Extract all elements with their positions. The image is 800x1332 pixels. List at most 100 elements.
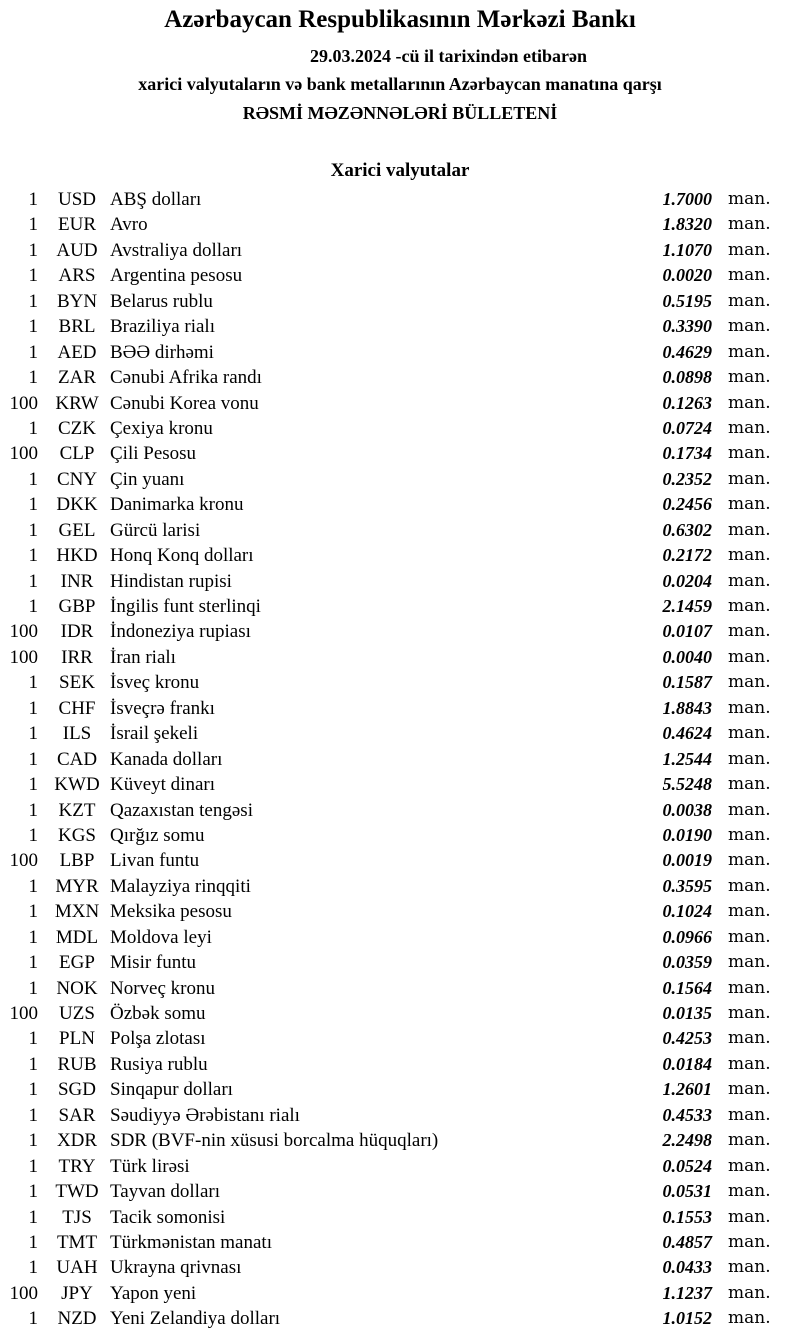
unit-label: man.	[728, 443, 771, 464]
quantity: 1	[28, 799, 39, 821]
currency-name: Moldova leyi	[110, 926, 212, 948]
unit-label: man.	[728, 774, 771, 795]
quantity: 1	[28, 1104, 39, 1126]
table-row: 1 TJS Tacik somonisi 0.1553 man.	[0, 1205, 800, 1230]
currency-name: İsveç kronu	[110, 672, 200, 694]
rate-value: 0.0020	[662, 265, 713, 286]
currency-code: JPY	[61, 1282, 93, 1304]
rate-value: 0.0359	[662, 952, 713, 973]
unit-label: man.	[728, 901, 771, 922]
unit-label: man.	[728, 1003, 771, 1023]
currency-code: GEL	[58, 519, 96, 541]
table-row: 1 MYR Malayziya rinqqiti 0.3595 man.	[0, 874, 800, 899]
currency-code: PLN	[59, 1028, 95, 1050]
currency-name: İndoneziya rupiası	[110, 621, 251, 643]
currency-code: BYN	[56, 290, 98, 312]
currency-name: Livan funtu	[110, 850, 200, 872]
unit-label: man.	[728, 1053, 771, 1074]
currency-name: Honq Konq dolları	[110, 545, 254, 567]
table-row: 1 ILS İsrail şekeli 0.4624 man.	[0, 721, 800, 746]
rate-value: 1.8320	[662, 214, 713, 235]
quantity: 1	[28, 1028, 39, 1050]
currency-name: Argentina pesosu	[110, 265, 243, 287]
quantity: 1	[28, 926, 39, 948]
rate-value: 0.2456	[662, 494, 713, 515]
quantity: 1	[28, 672, 39, 694]
quantity: 1	[28, 316, 39, 338]
table-row: 100 UZS Özbək somu 0.0135 man.	[0, 1001, 800, 1026]
table-row: 1 CAD Kanada dolları 1.2544 man.	[0, 747, 800, 772]
rate-value: 1.0152	[662, 1308, 713, 1329]
table-row: 1 NOK Norveç kronu 0.1564 man.	[0, 976, 800, 1001]
currency-code: AED	[57, 341, 97, 363]
currency-code: MDL	[55, 926, 99, 948]
currency-name: Danimarka kronu	[110, 494, 244, 516]
unit-label: man.	[728, 341, 771, 362]
quantity: 1	[28, 214, 39, 236]
table-row: 1 KGS Qırğız somu 0.0190 man.	[0, 823, 800, 848]
rate-value: 0.4624	[662, 723, 713, 744]
currency-name: Misir funtu	[110, 952, 197, 974]
quantity: 1	[28, 1257, 39, 1279]
table-row: 1 INR Hindistan rupisi 0.0204 man.	[0, 569, 800, 594]
rate-value: 0.1263	[662, 392, 713, 413]
table-row: 1 MXN Meksika pesosu 0.1024 man.	[0, 899, 800, 924]
table-row: 1 TMT Türkmənistan manatı 0.4857 man.	[0, 1230, 800, 1255]
currency-name: Tacik somonisi	[110, 1206, 226, 1228]
table-row: 1 HKD Honq Konq dolları 0.2172 man.	[0, 543, 800, 568]
unit-label: man.	[728, 417, 771, 438]
currency-name: Qırğız somu	[110, 824, 205, 846]
quantity: 1	[28, 494, 39, 516]
quantity: 1	[28, 570, 39, 592]
currency-code: GBP	[58, 596, 96, 617]
table-row: 1 RUB Rusiya rublu 0.0184 man.	[0, 1052, 800, 1077]
currency-name: Sinqapur dolları	[110, 1079, 233, 1101]
quantity: 100	[9, 646, 39, 668]
rate-value: 0.0019	[662, 850, 713, 871]
currency-code: ARS	[58, 265, 96, 287]
currency-name: İngilis funt sterlinqi	[110, 596, 261, 617]
quantity: 1	[28, 1155, 39, 1177]
currency-code: SEK	[59, 672, 95, 694]
quantity: 1	[28, 824, 39, 846]
table-row: 1 SAR Səudiyyə Ərəbistanı rialı 0.4533 man.	[0, 1103, 800, 1128]
currency-name: İsrail şekeli	[110, 723, 199, 745]
quantity: 1	[28, 1130, 39, 1152]
currency-name: Cənubi Korea vonu	[110, 392, 259, 414]
currency-code: SAR	[58, 1104, 96, 1126]
quantity: 1	[28, 1206, 39, 1228]
unit-label: man.	[728, 1130, 771, 1151]
currency-code: KGS	[57, 824, 96, 846]
quantity: 1	[28, 977, 39, 999]
table-row: 1 NZD Yeni Zelandiya dolları 1.0152 man.	[0, 1306, 800, 1331]
unit-label: man.	[728, 1231, 771, 1252]
table-row: 1 GBP İngilis funt sterlinqi 2.1459 man.	[0, 594, 800, 619]
quantity: 100	[9, 850, 39, 872]
unit-label: man.	[728, 850, 771, 871]
unit-label: man.	[728, 875, 771, 896]
quantity: 1	[28, 417, 39, 439]
unit-label: man.	[728, 723, 771, 744]
rate-value: 1.2544	[662, 748, 713, 769]
table-row: 1 XDR SDR (BVF-nin xüsusi borcalma hüquqla…	[0, 1128, 800, 1153]
quantity: 1	[28, 723, 39, 745]
table-row: 1 ZAR Cənubi Afrika randı 0.0898 man.	[0, 365, 800, 390]
currency-name: Meksika pesosu	[110, 901, 232, 923]
rate-value: 0.0531	[662, 1181, 713, 1202]
quantity: 100	[9, 443, 39, 465]
quantity: 100	[9, 392, 39, 414]
quantity: 1	[28, 239, 39, 261]
currency-code: USD	[57, 189, 96, 210]
table-row: 100 KRW Cənubi Korea vonu 0.1263 man.	[0, 391, 800, 416]
currency-code: MXN	[54, 901, 100, 923]
quantity: 1	[28, 468, 39, 490]
currency-code: EUR	[58, 214, 96, 236]
unit-label: man.	[728, 748, 771, 769]
currency-code: IRR	[61, 646, 93, 668]
table-row: 1 UAH Ukrayna qrivnası 0.0433 man.	[0, 1255, 800, 1280]
table-row: 1 BRL Braziliya rialı 0.3390 man.	[0, 314, 800, 339]
currency-name: Belarus rublu	[110, 290, 213, 312]
quantity: 1	[28, 875, 39, 897]
currency-name: Yeni Zelandiya dolları	[110, 1308, 281, 1330]
unit-label: man.	[728, 596, 771, 616]
